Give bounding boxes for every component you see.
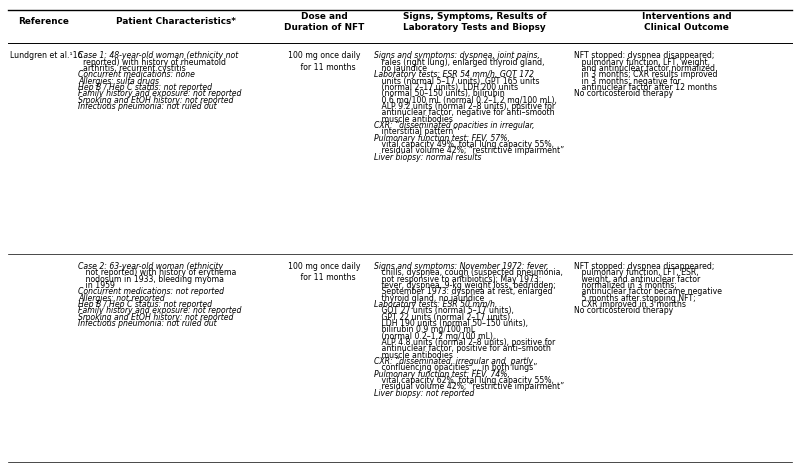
Text: nodosum in 1933, bleeding myoma: nodosum in 1933, bleeding myoma bbox=[78, 275, 224, 284]
Text: muscle antibodies: muscle antibodies bbox=[374, 115, 454, 124]
Text: Allergies: sulfa drugs: Allergies: sulfa drugs bbox=[78, 77, 159, 86]
Text: LDH 190 units (normal 50–150 units),: LDH 190 units (normal 50–150 units), bbox=[374, 319, 529, 328]
Text: NFT stopped: dyspnea disappeared;: NFT stopped: dyspnea disappeared; bbox=[574, 262, 714, 271]
Text: 100 mg once daily
   for 11 months: 100 mg once daily for 11 months bbox=[288, 262, 360, 282]
Text: Case 1: 48-year-old woman (ethnicity not: Case 1: 48-year-old woman (ethnicity not bbox=[78, 51, 238, 60]
Text: arthritis, recurrent cystitis: arthritis, recurrent cystitis bbox=[78, 64, 186, 73]
Text: in 3 months; CXR results improved: in 3 months; CXR results improved bbox=[574, 71, 718, 80]
Text: reported) with history of rheumatoid: reported) with history of rheumatoid bbox=[78, 58, 226, 67]
Text: Smoking and EtOH history: not reported: Smoking and EtOH history: not reported bbox=[78, 96, 234, 105]
Text: thyroid gland, no jaundice: thyroid gland, no jaundice bbox=[374, 294, 485, 303]
Text: weight, and antinuclear factor: weight, and antinuclear factor bbox=[574, 275, 701, 284]
Text: confluencing opacities … in both lungs”: confluencing opacities … in both lungs” bbox=[374, 363, 538, 373]
Text: Concurrent medications: not reported: Concurrent medications: not reported bbox=[78, 287, 224, 296]
Text: Allergies: not reported: Allergies: not reported bbox=[78, 294, 165, 303]
Text: No corticosteroid therapy: No corticosteroid therapy bbox=[574, 89, 674, 98]
Text: interstitial pattern”: interstitial pattern” bbox=[374, 127, 458, 136]
Text: Infectious pneumonia: not ruled out: Infectious pneumonia: not ruled out bbox=[78, 319, 217, 328]
Text: not reported) with history of erythema: not reported) with history of erythema bbox=[78, 269, 237, 278]
Text: Family history and exposure: not reported: Family history and exposure: not reporte… bbox=[78, 307, 242, 315]
Text: ALP 9.2 units (normal 2–8 units), positive for: ALP 9.2 units (normal 2–8 units), positi… bbox=[374, 102, 555, 111]
Text: and antinuclear factor normalized: and antinuclear factor normalized bbox=[574, 64, 715, 73]
Text: Pulmonary function test: FEV, 74%,: Pulmonary function test: FEV, 74%, bbox=[374, 370, 510, 379]
Text: Lundgren et al.¹16: Lundgren et al.¹16 bbox=[10, 51, 82, 60]
Text: bilirubin 0.9 mg/100 mL: bilirubin 0.9 mg/100 mL bbox=[374, 325, 475, 334]
Text: residual volume 42%; “restrictive impairment”: residual volume 42%; “restrictive impair… bbox=[374, 146, 565, 155]
Text: (normal 0.2–1.2 mg/100 mL),: (normal 0.2–1.2 mg/100 mL), bbox=[374, 332, 496, 341]
Text: fever, dyspnea, 9-kg weight loss, bedridden;: fever, dyspnea, 9-kg weight loss, bedrid… bbox=[374, 281, 556, 290]
Text: CXR: “disseminated opacities in irregular,: CXR: “disseminated opacities in irregula… bbox=[374, 121, 535, 130]
Text: Laboratory tests: ESR 54 mm/h, GOT 172: Laboratory tests: ESR 54 mm/h, GOT 172 bbox=[374, 71, 534, 80]
Text: antinuclear factor became negative: antinuclear factor became negative bbox=[574, 287, 722, 296]
Text: Smoking and EtOH history: not reported: Smoking and EtOH history: not reported bbox=[78, 313, 234, 322]
Text: vital capacity 62%, total lung capacity 55%,: vital capacity 62%, total lung capacity … bbox=[374, 376, 554, 385]
Text: Family history and exposure: not reported: Family history and exposure: not reporte… bbox=[78, 89, 242, 98]
Text: CXR: “disseminated, irregular and  partly: CXR: “disseminated, irregular and partly bbox=[374, 357, 534, 366]
Text: in 3 months; negative for: in 3 months; negative for bbox=[574, 77, 681, 86]
Text: in 1959: in 1959 bbox=[78, 281, 115, 290]
Text: residual volume 42%; “restrictive impairment”: residual volume 42%; “restrictive impair… bbox=[374, 382, 565, 391]
Text: (normal 50–150 units), bilirubin: (normal 50–150 units), bilirubin bbox=[374, 89, 505, 98]
Text: Case 2: 63-year-old woman (ethnicity: Case 2: 63-year-old woman (ethnicity bbox=[78, 262, 223, 271]
Text: rales (right lung), enlarged thyroid gland,: rales (right lung), enlarged thyroid gla… bbox=[374, 58, 545, 67]
Text: pulmonary function, LFT, ESR,: pulmonary function, LFT, ESR, bbox=[574, 269, 699, 278]
Text: no jaundice: no jaundice bbox=[374, 64, 427, 73]
Text: GOT 27 units (normal 5–17 units),: GOT 27 units (normal 5–17 units), bbox=[374, 307, 514, 315]
Text: 5 months after stopping NFT;: 5 months after stopping NFT; bbox=[574, 294, 696, 303]
Text: Laboratory tests: ESR 50 mm/h,: Laboratory tests: ESR 50 mm/h, bbox=[374, 300, 498, 309]
Text: Signs, Symptoms, Results of
Laboratory Tests and Biopsy: Signs, Symptoms, Results of Laboratory T… bbox=[402, 12, 546, 32]
Text: CXR improved in 3 months: CXR improved in 3 months bbox=[574, 300, 686, 309]
Text: Interventions and
Clinical Outcome: Interventions and Clinical Outcome bbox=[642, 12, 731, 32]
Text: NFT stopped: dyspnea disappeared;: NFT stopped: dyspnea disappeared; bbox=[574, 51, 714, 60]
Text: Infectious pneumonia: not ruled out: Infectious pneumonia: not ruled out bbox=[78, 102, 217, 111]
Text: GPT 22 units (normal 2–17 units),: GPT 22 units (normal 2–17 units), bbox=[374, 313, 513, 322]
Text: Liver biopsy: not reported: Liver biopsy: not reported bbox=[374, 388, 474, 398]
Text: Pulmonary function test: FEV, 57%,: Pulmonary function test: FEV, 57%, bbox=[374, 134, 510, 143]
Text: Signs and symptoms: dyspnea, joint pains,: Signs and symptoms: dyspnea, joint pains… bbox=[374, 51, 540, 60]
Text: ALP 4.8 units (normal 2–8 units), positive for: ALP 4.8 units (normal 2–8 units), positi… bbox=[374, 338, 556, 347]
Text: Patient Characteristics*: Patient Characteristics* bbox=[116, 17, 236, 27]
Text: Concurrent medications: none: Concurrent medications: none bbox=[78, 71, 195, 80]
Text: muscle antibodies: muscle antibodies bbox=[374, 351, 454, 360]
Text: Signs and symptoms: November 1972: fever,: Signs and symptoms: November 1972: fever… bbox=[374, 262, 549, 271]
Text: not responsive to antibiotics); May 1973:: not responsive to antibiotics); May 1973… bbox=[374, 275, 542, 284]
Text: antinuclear factor, negative for anti–smooth: antinuclear factor, negative for anti–sm… bbox=[374, 109, 555, 117]
Text: (normal 2–17 units), LDH 200 units: (normal 2–17 units), LDH 200 units bbox=[374, 83, 518, 92]
Text: No corticosteroid therapy: No corticosteroid therapy bbox=[574, 307, 674, 315]
Text: chills, dyspnea, cough (suspected pneumonia,: chills, dyspnea, cough (suspected pneumo… bbox=[374, 269, 563, 278]
Text: normalized in 3 months;: normalized in 3 months; bbox=[574, 281, 677, 290]
Text: September 1973: dyspnea at rest, enlarged: September 1973: dyspnea at rest, enlarge… bbox=[374, 287, 553, 296]
Text: vital capacity 49%, total lung capacity 55%,: vital capacity 49%, total lung capacity … bbox=[374, 140, 554, 149]
Text: Reference: Reference bbox=[18, 17, 70, 27]
Text: units (normal 5–17 units), GPT 165 units: units (normal 5–17 units), GPT 165 units bbox=[374, 77, 540, 86]
Text: antinuclear factor, positive for anti–smooth: antinuclear factor, positive for anti–sm… bbox=[374, 344, 551, 353]
Text: 100 mg once daily
   for 11 months: 100 mg once daily for 11 months bbox=[288, 51, 360, 72]
Text: antinuclear factor after 12 months: antinuclear factor after 12 months bbox=[574, 83, 718, 92]
Text: Liver biopsy: normal results: Liver biopsy: normal results bbox=[374, 153, 482, 162]
Text: Dose and
Duration of NFT: Dose and Duration of NFT bbox=[284, 12, 364, 32]
Text: pulmonary function, LFT, weight,: pulmonary function, LFT, weight, bbox=[574, 58, 710, 67]
Text: 0.6 mg/100 mL (normal 0.2–1.2 mg/100 mL),: 0.6 mg/100 mL (normal 0.2–1.2 mg/100 mL)… bbox=[374, 96, 558, 105]
Text: Hep B / Hep C status: not reported: Hep B / Hep C status: not reported bbox=[78, 83, 213, 92]
Text: Hep B / Hep C status: not reported: Hep B / Hep C status: not reported bbox=[78, 300, 213, 309]
